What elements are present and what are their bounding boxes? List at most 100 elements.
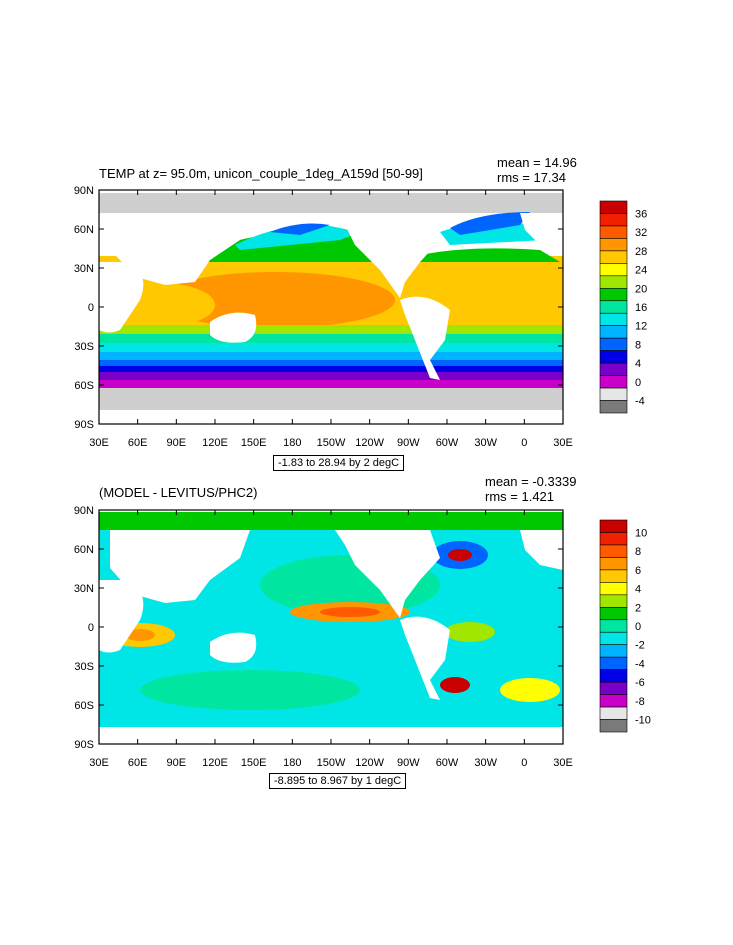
panel2-colorbar-label: 6 [635, 565, 641, 577]
panel2-lon-label: 30W [474, 757, 497, 769]
panel2-range: -8.895 to 8.967 by 1 degC [269, 773, 407, 789]
panel1-lon-label: 90W [397, 437, 420, 449]
panel1-colorbar-swatch [599, 312, 628, 327]
panel1-colorbar-swatch [599, 275, 628, 289]
panel2-lon-label: 150E [241, 757, 267, 769]
panel2-title: (MODEL - LEVITUS/PHC2) [99, 485, 258, 500]
panel2-colorbar-swatch [599, 719, 628, 733]
panel2-colorbar-swatch [599, 544, 628, 558]
panel1-colorbar-label: 16 [635, 302, 647, 314]
panel1-colorbar-swatch [599, 250, 628, 264]
panel2-lat-label: 60S [74, 700, 94, 712]
panel1-lon-label: 90E [167, 437, 187, 449]
panel1-colorbar-label: 8 [635, 339, 641, 351]
panel2-colorbar-swatch [599, 557, 628, 571]
panel1-lon-label: 180 [283, 437, 301, 449]
panel2-lon-label: 90E [167, 757, 187, 769]
panel2-colorbar-label: -6 [635, 677, 645, 689]
panel1-colorbar-swatch [599, 375, 628, 389]
panel1-colorbar-swatch [599, 200, 628, 214]
panel1-colorbar-swatch [599, 238, 628, 252]
panel1-range: -1.83 to 28.94 by 2 degC [273, 455, 405, 471]
panel1-colorbar-swatch [599, 350, 628, 364]
panel1-colorbar-swatch [599, 300, 628, 314]
panel2-lon-label: 180 [283, 757, 301, 769]
panel1-lon-label: 60E [128, 437, 148, 449]
panel1-colorbar-swatch [599, 400, 628, 414]
panel1-lon-label: 120W [355, 437, 384, 449]
panel1-colorbar-label: 24 [635, 265, 647, 277]
panel2-map [99, 510, 563, 744]
panel1-colorbar-label: 28 [635, 246, 647, 258]
panel2-colorbar-label: -10 [635, 715, 651, 727]
panel1-colorbar-swatch [599, 287, 628, 302]
panel1-colorbar-label: 32 [635, 227, 647, 239]
panel1-colorbar-swatch [599, 387, 628, 401]
panel2-lon-label: 150W [317, 757, 346, 769]
panel1-colorbar-label: 4 [635, 358, 641, 370]
panel2-colorbar-swatch [599, 606, 628, 621]
panel2-lon-label: 120W [355, 757, 384, 769]
panel2-colorbar-label: -2 [635, 640, 645, 652]
panel1-mean: mean = 14.96 [497, 155, 577, 170]
panel2-mean: mean = -0.3339 [485, 474, 577, 489]
panel1-lon-label: 150W [317, 437, 346, 449]
panel2-colorbar-label: 0 [635, 621, 641, 633]
panel1-colorbar-label: 20 [635, 283, 647, 295]
panel1-lat-label: 60S [74, 380, 94, 392]
panel2-colorbar-label: 10 [635, 527, 647, 539]
panel2-colorbar-swatch [599, 582, 628, 596]
panel2-colorbar-swatch [599, 631, 628, 646]
panel1-lon-label: 30E [553, 437, 573, 449]
panel2-lon-label: 60E [128, 757, 148, 769]
panel1-colorbar-swatch [599, 225, 628, 239]
panel2-lat-label: 30N [74, 583, 94, 595]
panel2-colorbar-label: -8 [635, 696, 645, 708]
panel1-lat-label: 30S [74, 341, 94, 353]
panel2-colorbar-swatch [599, 669, 628, 683]
panel1-colorbar-swatch [599, 362, 628, 376]
panel2-lat-label: 90N [74, 505, 94, 517]
panel1-lon-label: 30E [89, 437, 109, 449]
panel2-colorbar-swatch [599, 569, 628, 583]
panel2-colorbar-label: -4 [635, 658, 645, 670]
panel2-colorbar-label: 4 [635, 584, 641, 596]
panel1-lon-label: 60W [436, 437, 459, 449]
panel1-colorbar-label: 12 [635, 321, 647, 333]
panel2-colorbar-swatch [599, 594, 628, 608]
panel2-colorbar-swatch [599, 681, 628, 695]
panel2-colorbar-swatch [599, 656, 628, 670]
panel2-colorbar-label: 8 [635, 546, 641, 558]
panel2-colorbar-swatch [599, 619, 628, 633]
panel1-colorbar-swatch [599, 213, 628, 227]
panel1-colorbar-swatch [599, 263, 628, 277]
panel1-colorbar-label: 0 [635, 377, 641, 389]
panel1-colorbar-label: -4 [635, 396, 645, 408]
panel2-colorbar-swatch [599, 644, 628, 658]
panel1-colorbar: 36 32 28 24 20 16 12 8 4 0 -4 [599, 200, 647, 414]
panel1-title: TEMP at z= 95.0m, unicon_couple_1deg_A15… [99, 166, 423, 181]
panel2-lat-label: 90S [74, 739, 94, 751]
panel1-lon-label: 120E [202, 437, 228, 449]
panel1-rms: rms = 17.34 [497, 170, 567, 185]
panel1-lat-label: 90N [74, 185, 94, 197]
panel1-lat-label: 30N [74, 263, 94, 275]
panel1-lat-label: 60N [74, 224, 94, 236]
panel2-lat-label: 30S [74, 661, 94, 673]
panel1-lon-label: 0 [521, 437, 527, 449]
panel1-colorbar-label: 36 [635, 208, 647, 220]
panel2-lon-label: 30E [89, 757, 109, 769]
panel1-colorbar-swatch [599, 337, 628, 351]
panel2-lon-label: 90W [397, 757, 420, 769]
panel2-colorbar-swatch [599, 519, 628, 533]
panel2-colorbar-swatch [599, 532, 628, 546]
panel1-lon-label: 30W [474, 437, 497, 449]
panel2-lon-label: 30E [553, 757, 573, 769]
panel2-colorbar-swatch [599, 706, 628, 720]
panel2-colorbar-label: 2 [635, 602, 641, 614]
panel2-lat-label: 0 [88, 622, 94, 634]
panel2-lon-label: 60W [436, 757, 459, 769]
panel1-colorbar-swatch [599, 325, 628, 339]
panel1-map [99, 190, 563, 424]
